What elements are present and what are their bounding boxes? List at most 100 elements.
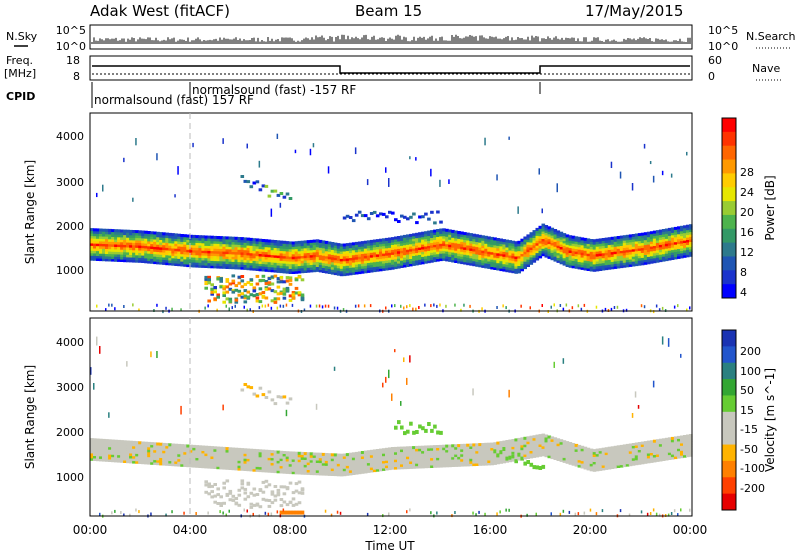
velocity-cell (259, 505, 263, 508)
velocity-cell (406, 430, 410, 434)
velocity-speck (253, 513, 255, 516)
beam-title: Beam 15 (355, 2, 422, 20)
freq-label: Freq. (6, 54, 33, 67)
power-speck (280, 305, 282, 308)
power-cell (352, 219, 356, 222)
power-cell (250, 283, 254, 286)
velocity-cell (192, 445, 196, 448)
power-speck (292, 304, 294, 307)
velocity-speck (632, 413, 634, 418)
power-cell (358, 211, 362, 214)
freq-tick-top: 18 (66, 54, 80, 67)
power-speck (572, 306, 574, 309)
power-speck (391, 304, 393, 307)
power-speck (496, 174, 498, 180)
velocity-speck (554, 362, 556, 368)
velocity-speck (219, 510, 221, 513)
power-cell (241, 275, 245, 278)
power-speck (542, 209, 544, 214)
noise-panel-frame (90, 25, 692, 49)
power-speck (581, 308, 583, 311)
power-speck (656, 305, 658, 308)
velocity-speck (584, 512, 586, 515)
power-speck (259, 161, 261, 168)
velocity-speck (650, 512, 652, 515)
velocity-speck (229, 510, 231, 513)
power-cell (466, 233, 470, 236)
power-speck (394, 304, 396, 307)
velocity-cell (277, 492, 281, 495)
power-speck (614, 306, 616, 309)
velocity-speck (150, 513, 152, 516)
power-speck (328, 166, 330, 173)
velocity-cell (280, 504, 284, 507)
power-ytick-2000: 2000 (56, 220, 84, 233)
velocity-speck (536, 513, 538, 516)
velocity-speck (316, 404, 318, 410)
power-cell (283, 196, 287, 199)
power-speck (560, 304, 562, 307)
power-cell (192, 235, 196, 238)
velocity-cell (424, 429, 428, 433)
velocity-speck (135, 509, 137, 512)
velocity-cell (644, 441, 648, 444)
power-cell (213, 286, 217, 289)
velocity-cell (247, 495, 251, 498)
power-speck (96, 305, 98, 308)
power-cell (253, 289, 257, 292)
power-cell (262, 291, 266, 294)
velocity-speck (265, 512, 267, 515)
power-cell (241, 279, 245, 282)
power-speck (226, 305, 228, 308)
velocity-cell (289, 482, 293, 485)
power-speck (132, 303, 134, 306)
power-speck (123, 158, 125, 162)
power-cell (295, 287, 299, 290)
velocity-cell (277, 489, 281, 492)
velocity-cell (244, 492, 248, 495)
velocity-cell (298, 501, 302, 504)
velocity-cell (219, 495, 223, 498)
power-speck (644, 305, 646, 308)
power-speck (222, 138, 224, 144)
velocity-speck (505, 509, 507, 512)
velocity-cell (409, 422, 413, 426)
velocity-cell (400, 426, 404, 430)
power-speck (605, 308, 607, 311)
power-speck (370, 304, 372, 307)
power-cell (412, 213, 416, 216)
power-cell (216, 296, 220, 299)
power-speck (674, 306, 676, 309)
power-speck (469, 305, 471, 308)
velocity-cell (222, 502, 226, 505)
velocity-speck (602, 509, 604, 512)
power-cell (244, 300, 248, 303)
velocity-cell (216, 487, 220, 490)
power-speck (530, 306, 532, 309)
velocity-speck (638, 405, 640, 409)
station-title: Adak West (fitACF) (90, 2, 230, 20)
freq-panel-frame (90, 56, 692, 80)
power-cell (301, 297, 305, 300)
velocity-cell (226, 479, 230, 482)
nsky-tick-bottom: 10^0 (56, 40, 86, 53)
velocity-cell (557, 438, 561, 441)
nave-tick-bottom: 0 (708, 70, 715, 83)
power-speck (277, 307, 279, 310)
cpid-segment-2: normalsound (fast) -157 RF (192, 83, 356, 97)
power-cell (162, 232, 166, 235)
power-cell (250, 278, 254, 281)
power-speck (632, 183, 634, 191)
velocity-cell (105, 439, 109, 442)
velocity-cell (241, 389, 245, 392)
power-cell (301, 278, 305, 281)
velocity-speck (340, 512, 342, 515)
power-cell (226, 291, 230, 294)
power-speck (439, 304, 441, 307)
power-speck (334, 307, 336, 310)
noise-bars (92, 35, 690, 44)
velocity-cell (132, 441, 136, 444)
nsky-tick-top: 10^5 (56, 24, 86, 37)
power-cell (289, 279, 293, 282)
velocity-speck (337, 511, 339, 514)
